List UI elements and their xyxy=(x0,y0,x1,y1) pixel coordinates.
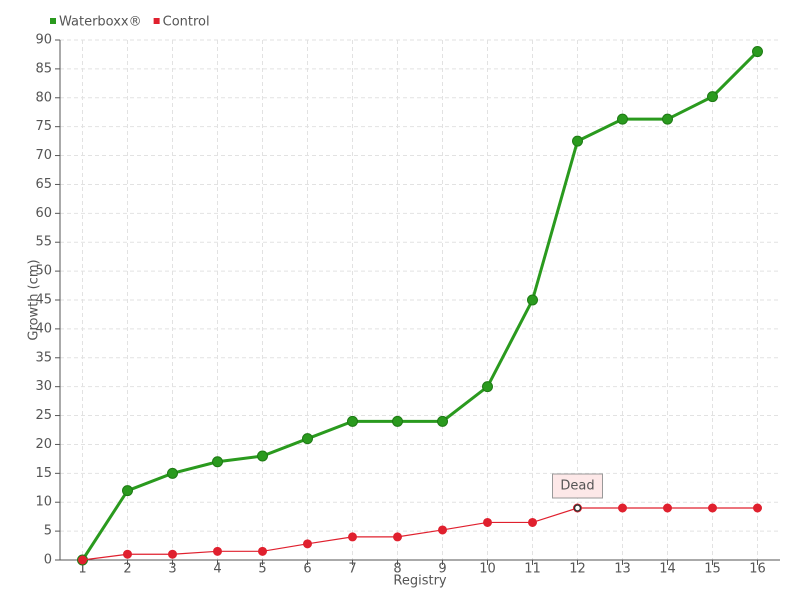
y-tick-label: 70 xyxy=(35,148,52,163)
series-line xyxy=(81,50,759,561)
x-tick-label: 16 xyxy=(749,562,766,577)
data-point xyxy=(753,503,762,513)
data-point xyxy=(167,467,178,479)
data-point xyxy=(123,549,132,559)
annotation-box xyxy=(552,473,603,499)
x-tick-label: 1 xyxy=(78,562,86,577)
y-axis-label: Growth (cm) xyxy=(27,259,42,340)
y-tick-label: 45 xyxy=(35,293,52,308)
y-tick-label: 35 xyxy=(35,350,52,365)
data-point xyxy=(617,113,628,125)
y-tick-label: 15 xyxy=(35,466,52,481)
data-point xyxy=(257,450,268,462)
y-tick-label: 0 xyxy=(44,553,52,568)
x-tick-label: 10 xyxy=(479,562,496,577)
y-tick-label: 60 xyxy=(35,206,52,221)
y-tick-label: 75 xyxy=(35,119,52,134)
y-tick-label: 85 xyxy=(35,61,52,76)
y-tick-label: 90 xyxy=(35,33,52,48)
x-tick-label: 14 xyxy=(659,562,676,577)
y-tick-label: 10 xyxy=(35,495,52,510)
series-line xyxy=(82,507,758,561)
data-point xyxy=(707,91,718,103)
data-point xyxy=(483,517,492,527)
data-point xyxy=(438,525,447,535)
data-point xyxy=(348,532,357,542)
y-tick-label: 40 xyxy=(35,321,52,336)
x-tick-label: 9 xyxy=(438,562,446,577)
data-point xyxy=(618,503,627,513)
data-point xyxy=(482,381,493,393)
data-point xyxy=(437,415,448,427)
data-point xyxy=(528,517,537,527)
x-tick-label: 5 xyxy=(258,562,266,577)
data-point xyxy=(392,415,403,427)
x-tick-label: 3 xyxy=(168,562,176,577)
data-point xyxy=(212,456,223,468)
data-point xyxy=(258,546,267,556)
data-point xyxy=(168,549,177,559)
y-tick-label: 25 xyxy=(35,408,52,423)
data-point xyxy=(303,539,312,549)
y-tick-label: 20 xyxy=(35,437,52,452)
x-tick-label: 6 xyxy=(303,562,311,577)
y-tick-label: 50 xyxy=(35,264,52,279)
data-point xyxy=(708,503,717,513)
y-tick-label: 30 xyxy=(35,379,52,394)
y-tick-label: 65 xyxy=(35,177,52,192)
data-point xyxy=(347,415,358,427)
data-point xyxy=(122,485,133,497)
x-tick-label: 2 xyxy=(123,562,131,577)
annotation-label: Dead xyxy=(560,479,594,494)
x-tick-label: 8 xyxy=(393,562,401,577)
annotated-point xyxy=(573,504,582,512)
data-point xyxy=(527,294,538,306)
legend-swatch xyxy=(153,18,160,24)
y-tick-label: 55 xyxy=(35,235,52,250)
data-point xyxy=(663,503,672,513)
legend-label: Waterboxx® xyxy=(59,15,142,30)
data-point xyxy=(752,46,763,58)
data-point xyxy=(78,555,87,565)
x-tick-label: 12 xyxy=(569,562,586,577)
data-point xyxy=(662,113,673,125)
data-point xyxy=(572,135,583,147)
data-point xyxy=(393,532,402,542)
x-axis-label: Registry xyxy=(393,574,447,589)
data-point xyxy=(302,433,313,445)
x-tick-label: 15 xyxy=(704,562,721,577)
x-tick-label: 13 xyxy=(614,562,631,577)
y-tick-label: 80 xyxy=(35,90,52,105)
x-tick-label: 7 xyxy=(348,562,356,577)
x-tick-label: 11 xyxy=(524,562,541,577)
legend-swatch xyxy=(50,18,56,24)
y-tick-label: 5 xyxy=(44,524,52,539)
data-point xyxy=(213,546,222,556)
legend-label: Control xyxy=(163,15,210,30)
x-tick-label: 4 xyxy=(213,562,221,577)
